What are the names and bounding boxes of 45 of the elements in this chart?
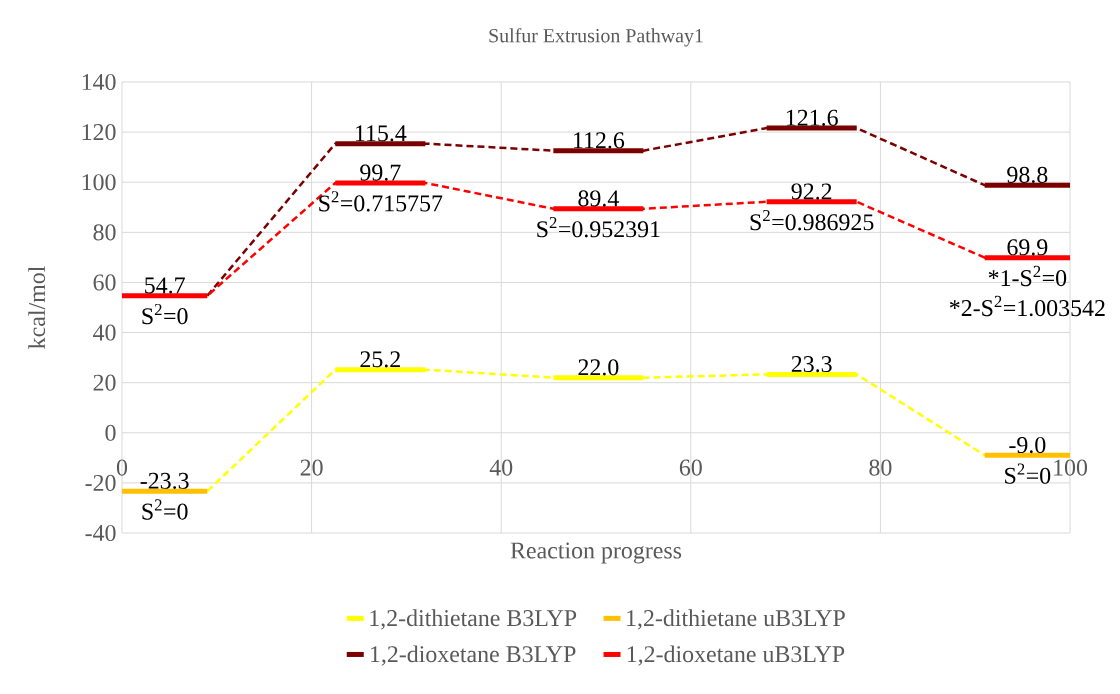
y-tick-label: 60 (93, 274, 116, 291)
y-axis-title: kcal/mol (28, 266, 46, 349)
legend-label: 1,2-dithietane uB3LYP (627, 609, 845, 630)
annotation: *1-S$^{2}$=0 (988, 265, 1067, 287)
legend-label: 1,2-dithietane B3LYP (370, 609, 577, 630)
x-tick-label: 100 (1054, 459, 1088, 476)
x-tick-label: 80 (869, 459, 892, 476)
annotation: S$^{2}$=0 (142, 303, 188, 325)
data-label: 25.2 (360, 351, 400, 368)
y-tick-label: 140 (82, 73, 116, 91)
data-label: 23.3 (791, 356, 832, 373)
data-label: 112.6 (574, 132, 625, 149)
annotation: S$^{2}$=0.715757 (319, 191, 443, 212)
data-label: -23.3 (140, 472, 189, 489)
annotation: S$^{2}$=0 (1005, 463, 1051, 484)
x-tick-label: 40 (489, 459, 513, 476)
data-label: -9.0 (1009, 436, 1046, 454)
annotation: S$^{2}$=0.986925 (750, 209, 874, 231)
y-tick-label: 40 (93, 324, 116, 341)
y-tick-label: 20 (93, 374, 116, 391)
y-tick-label: -40 (85, 524, 116, 542)
chart-title: Sulfur Extrusion Pathway1 (489, 28, 703, 47)
y-tick-label: 0 (105, 424, 116, 441)
annotation: S$^{2}$=0 (142, 499, 188, 520)
data-label: 115.4 (355, 125, 407, 142)
y-tick-label: 80 (93, 224, 116, 241)
data-label: 121.6 (786, 109, 838, 126)
data-label: 92.2 (791, 183, 832, 200)
legend-label: 1,2-dioxetane B3LYP (371, 645, 576, 666)
x-tick-label: 0 (116, 459, 128, 476)
x-tick-label: 60 (679, 459, 702, 476)
data-label: 98.8 (1007, 166, 1048, 184)
y-tick-label: -20 (85, 474, 116, 491)
data-label: 69.9 (1007, 239, 1048, 256)
annotation: S$^{2}$=0.952391 (537, 216, 660, 238)
data-label: 54.7 (145, 277, 185, 294)
data-label: 89.4 (578, 190, 619, 207)
x-axis-title: Reaction progress (510, 542, 682, 564)
x-tick-label: 20 (300, 459, 323, 476)
data-label: 22.0 (578, 359, 619, 376)
legend-label: 1,2-dioxetane uB3LYP (627, 645, 845, 666)
annotation: *2-S$^{2}$=1.003542 (949, 295, 1105, 317)
data-label: 99.7 (360, 164, 401, 181)
y-tick-label: 100 (82, 174, 116, 191)
y-tick-label: 120 (82, 124, 116, 141)
